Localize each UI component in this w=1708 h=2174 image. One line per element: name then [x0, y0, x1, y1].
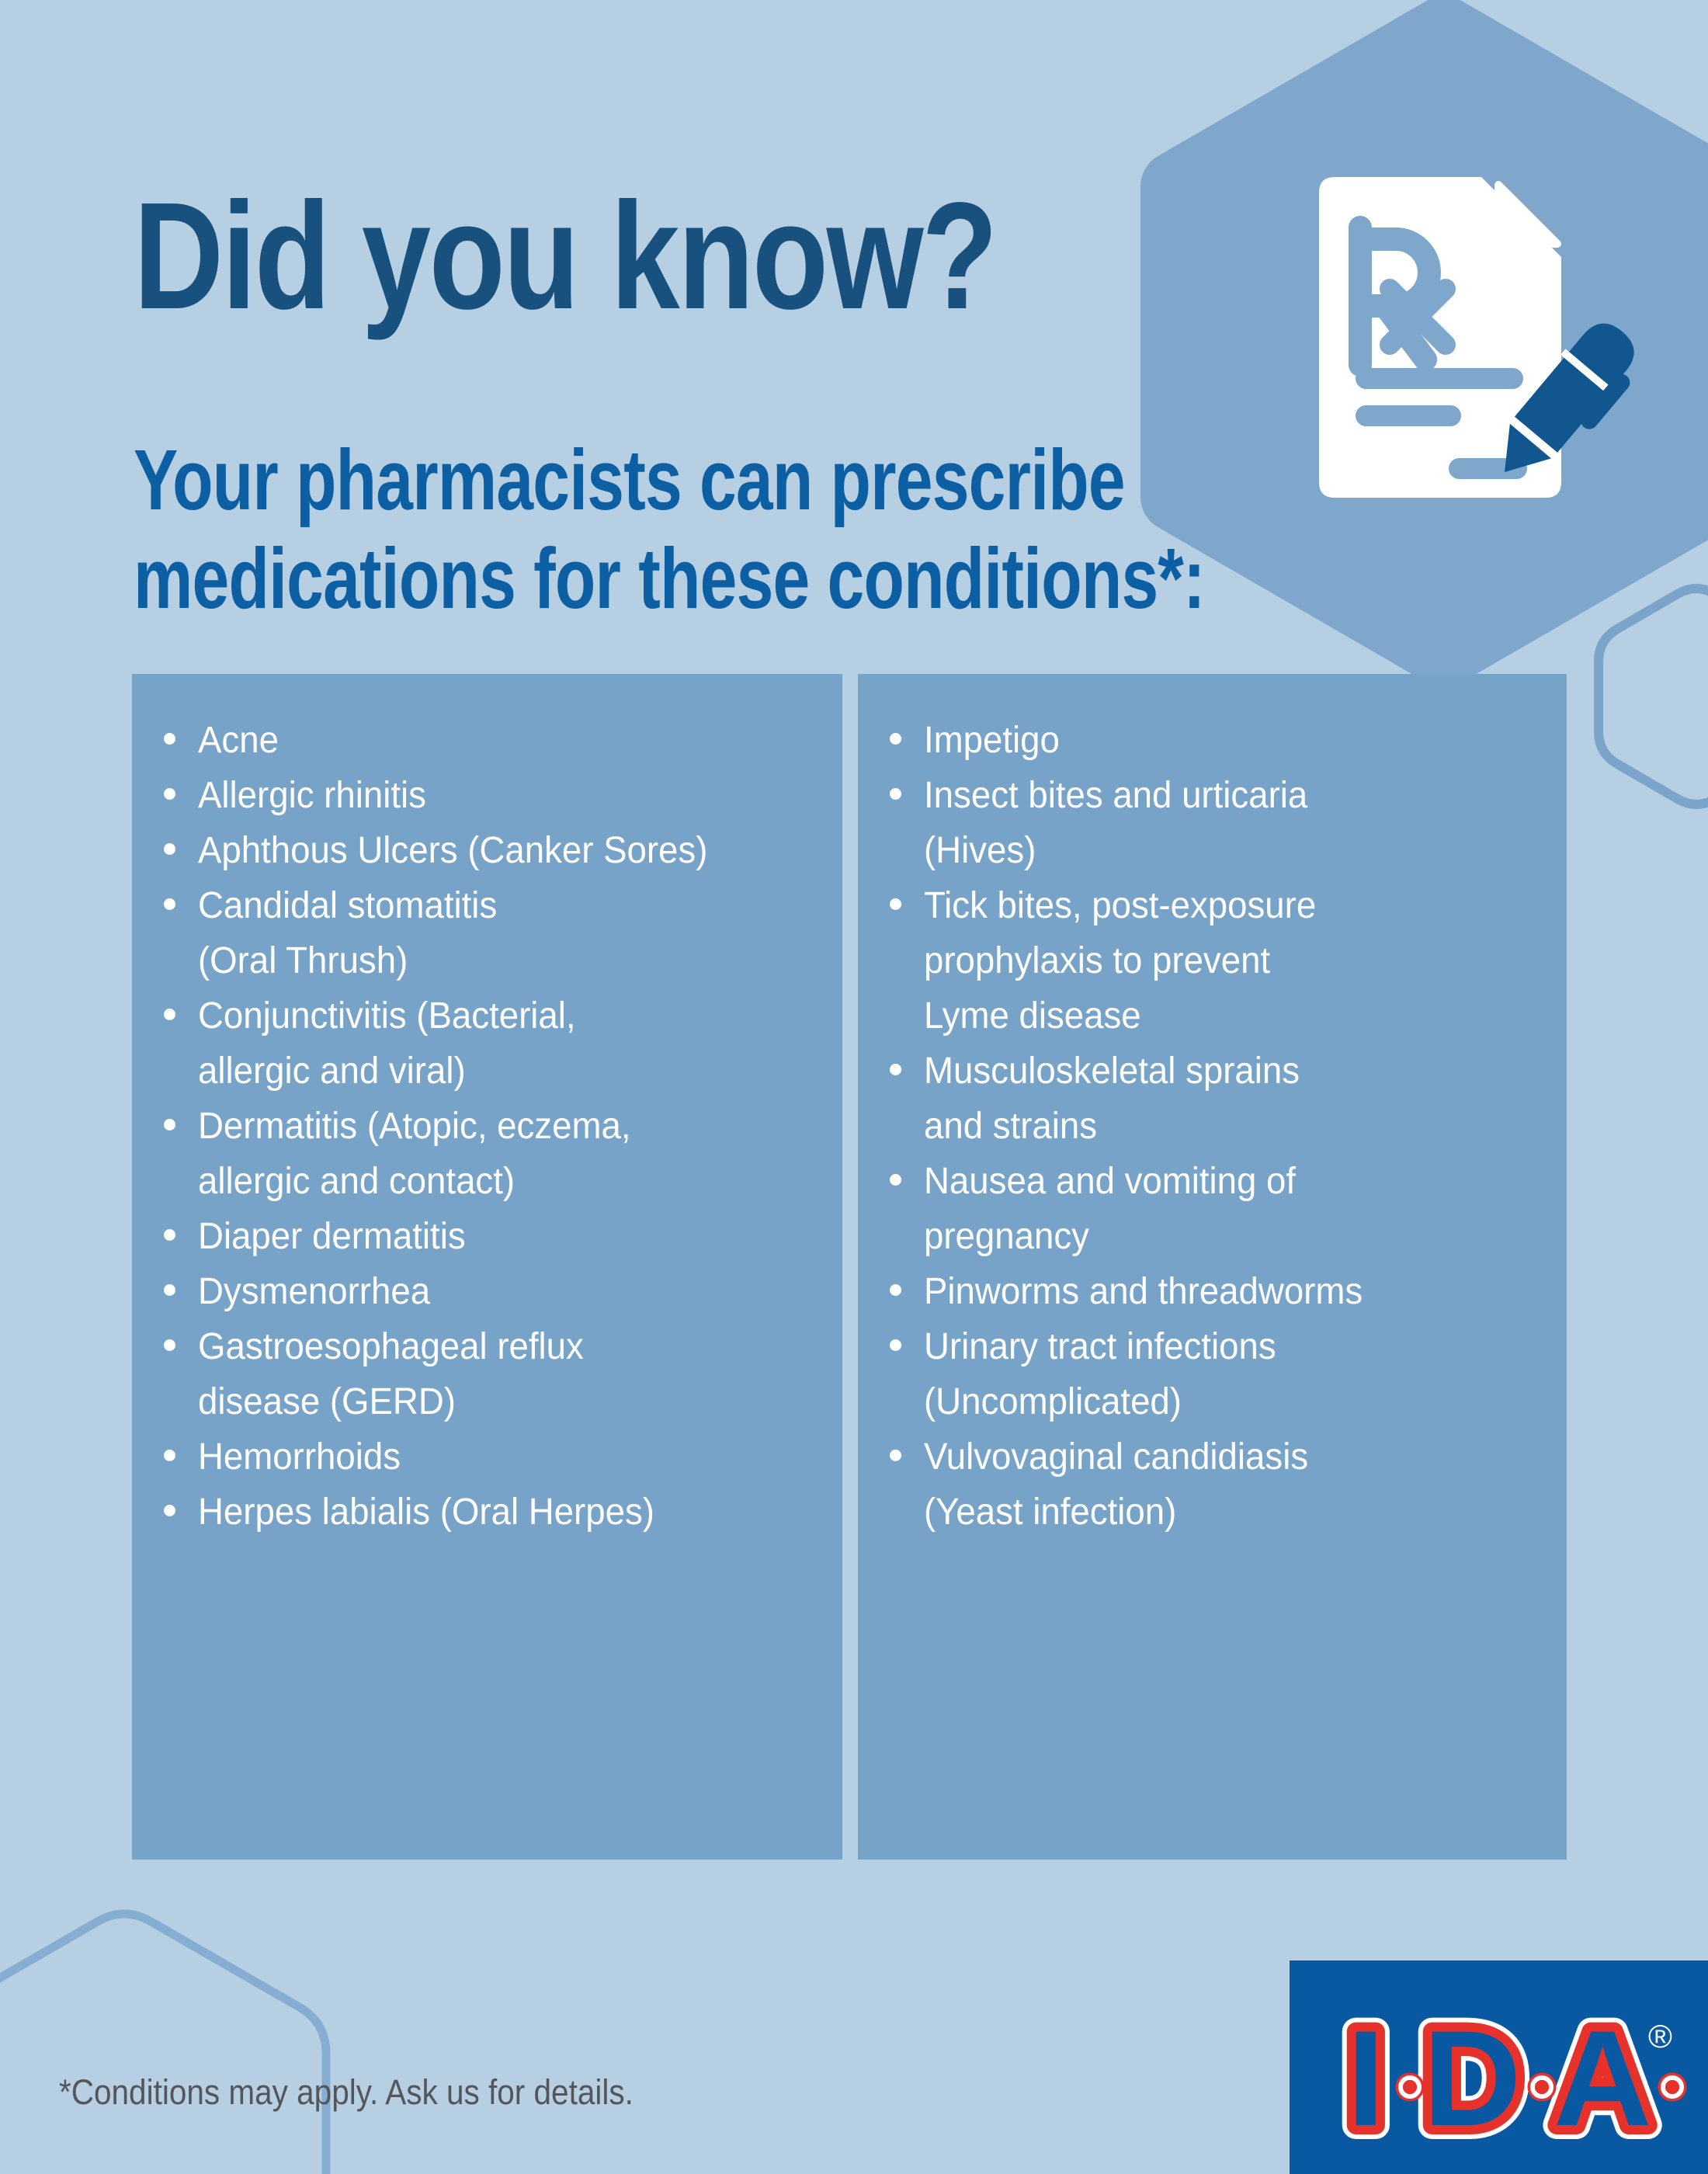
list-item: Musculoskeletal sprains and strains: [890, 1044, 1536, 1154]
list-item: Nausea and vomiting of pregnancy: [890, 1154, 1536, 1264]
list-item: Tick bites, post-exposure prophylaxis to…: [890, 878, 1536, 1044]
conditions-panel-right: Impetigo Insect bites and urticaria (Hiv…: [858, 674, 1567, 1860]
hexagon-outline-right-icon: [1594, 584, 1708, 809]
list-item: Impetigo: [890, 713, 1536, 768]
rx-symbol-icon: [1349, 216, 1456, 377]
list-item: Dermatitis (Atopic, eczema, allergic and…: [164, 1099, 811, 1209]
page-subtitle: Your pharmacists can prescribe medicatio…: [134, 432, 1206, 627]
pen-icon: [1505, 323, 1634, 472]
list-item: Insect bites and urticaria (Hives): [890, 768, 1536, 878]
list-item: Aphthous Ulcers (Canker Sores): [164, 823, 811, 878]
folded-corner-icon: [1494, 181, 1561, 248]
list-item: Acne: [164, 713, 811, 768]
conditions-list-right: Impetigo Insect bites and urticaria (Hiv…: [858, 674, 1567, 1540]
list-item: Allergic rhinitis: [164, 768, 811, 823]
list-item: Pinworms and threadworms: [890, 1264, 1536, 1319]
rx-hexagon-badge: [1140, 0, 1708, 687]
list-item: Diaper dermatitis: [164, 1209, 811, 1264]
conditions-panel-left: Acne Allergic rhinitis Aphthous Ulcers (…: [132, 674, 842, 1860]
list-item: Dysmenorrhea: [164, 1264, 811, 1319]
list-item: Conjunctivitis (Bacterial, allergic and …: [164, 988, 811, 1099]
list-item: Hemorrhoids: [164, 1429, 811, 1485]
list-item: Urinary tract infections (Uncomplicated): [890, 1319, 1536, 1429]
list-item: Herpes labialis (Oral Herpes): [164, 1485, 811, 1540]
prescription-document-icon: [1319, 177, 1561, 498]
list-item: Vulvovaginal candidiasis (Yeast infectio…: [890, 1429, 1536, 1540]
list-item: Gastroesophageal reflux disease (GERD): [164, 1319, 811, 1429]
hexagon-outline-bottom-left-icon: [0, 1909, 331, 2174]
letter-separator-dot: [1527, 2072, 1557, 2102]
conditions-list-left: Acne Allergic rhinitis Aphthous Ulcers (…: [132, 674, 842, 1540]
letter-separator-dot: [1395, 2072, 1425, 2102]
registered-trademark-icon: ®: [1648, 2018, 1672, 2054]
conditions-footnote: *Conditions may apply. Ask us for detail…: [59, 2072, 634, 2112]
page-title: Did you know?: [134, 171, 998, 341]
list-item: Candidal stomatitis (Oral Thrush): [164, 878, 811, 988]
letter-separator-dot: [1658, 2072, 1687, 2102]
document-text-lines: [1356, 368, 1527, 479]
